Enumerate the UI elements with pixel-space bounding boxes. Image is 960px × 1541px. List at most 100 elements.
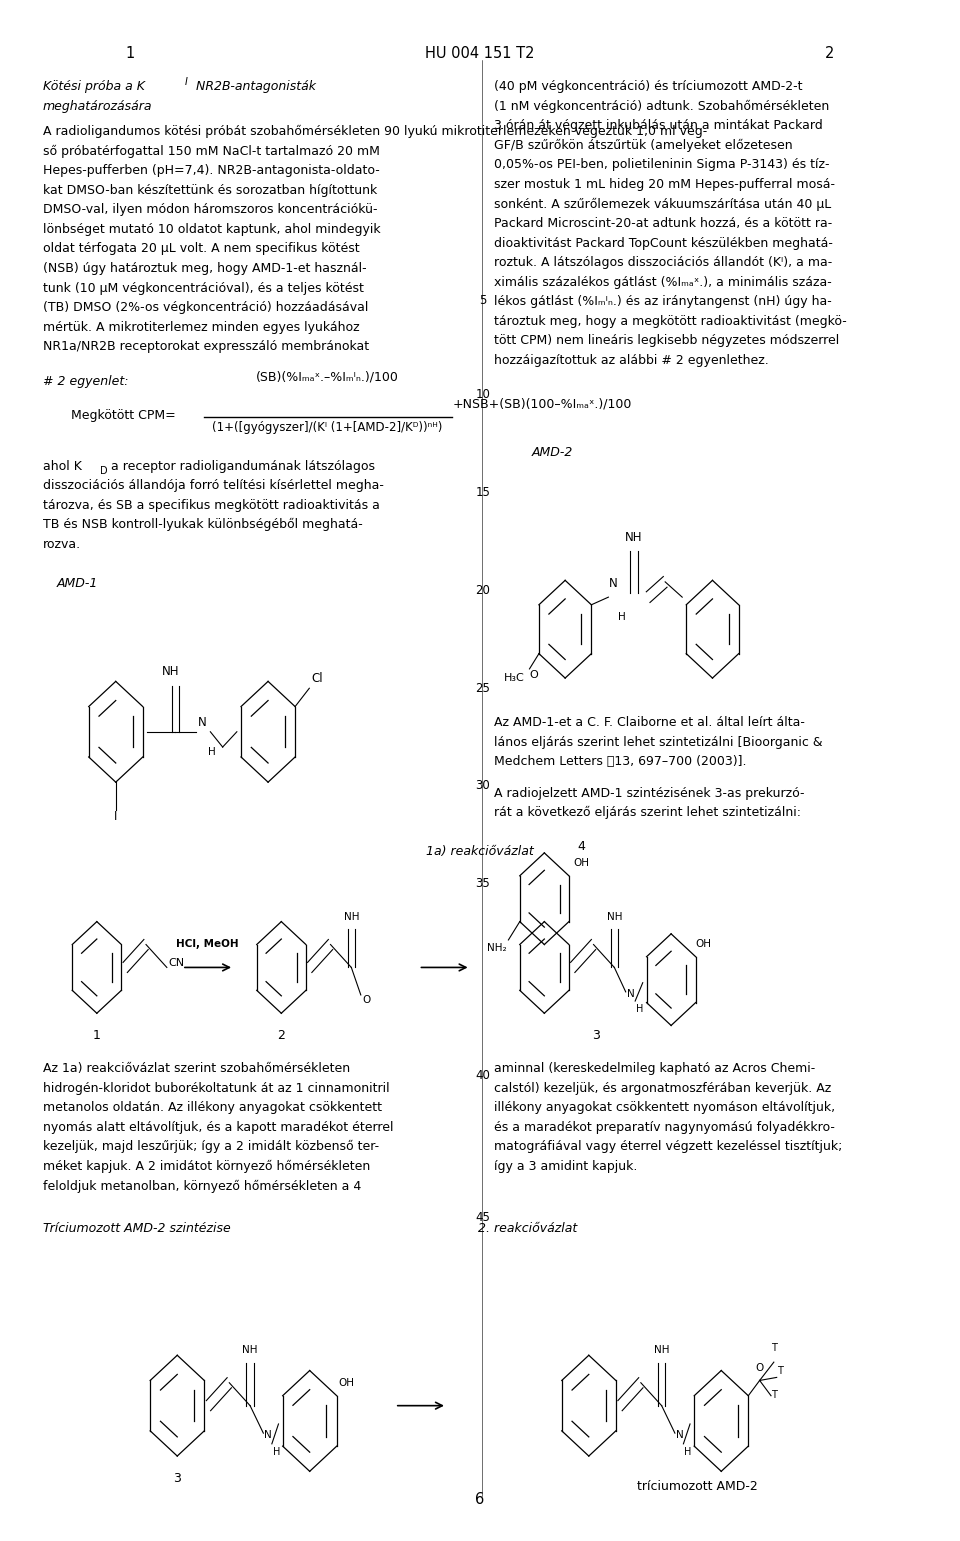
Text: Tríciumozott AMD-2 szintézise: Tríciumozott AMD-2 szintézise bbox=[43, 1222, 230, 1236]
Text: matográfiával vagy éterrel végzett kezeléssel tisztítjuk;: matográfiával vagy éterrel végzett kezel… bbox=[494, 1140, 843, 1153]
Text: lönbséget mutató 10 oldatot kaptunk, ahol mindegyik: lönbséget mutató 10 oldatot kaptunk, aho… bbox=[43, 223, 380, 236]
Text: 3: 3 bbox=[174, 1472, 181, 1484]
Text: HU 004 151 T2: HU 004 151 T2 bbox=[425, 46, 535, 62]
Text: HCl, MeOH: HCl, MeOH bbox=[177, 938, 239, 949]
Text: 3 órán át végzett inkubálás után a mintákat Packard: 3 órán át végzett inkubálás után a mintá… bbox=[494, 119, 823, 133]
Text: T: T bbox=[777, 1367, 782, 1376]
Text: OH: OH bbox=[339, 1378, 354, 1388]
Text: (SB)(%Iₘₐˣ.–%Iₘᴵₙ.)/100: (SB)(%Iₘₐˣ.–%Iₘᴵₙ.)/100 bbox=[256, 370, 399, 384]
Text: NH: NH bbox=[344, 912, 359, 922]
Text: DMSO-val, ilyen módon háromszoros koncentrációkü-: DMSO-val, ilyen módon háromszoros koncen… bbox=[43, 203, 377, 216]
Text: H: H bbox=[636, 1005, 643, 1014]
Text: a receptor radioligandumának látszólagos: a receptor radioligandumának látszólagos bbox=[108, 459, 375, 473]
Text: 25: 25 bbox=[475, 681, 491, 695]
Text: rát a következő eljárás szerint lehet szintetizálni:: rát a következő eljárás szerint lehet sz… bbox=[494, 806, 802, 820]
Text: N: N bbox=[627, 989, 635, 999]
Text: NR2B-antagonisták: NR2B-antagonisták bbox=[192, 80, 317, 94]
Text: T: T bbox=[771, 1390, 777, 1399]
Text: NH: NH bbox=[242, 1345, 258, 1355]
Text: O: O bbox=[530, 670, 539, 681]
Text: dioaktivitást Packard TopCount készülékben meghatá-: dioaktivitást Packard TopCount készülékb… bbox=[494, 237, 833, 250]
Text: és a maradékot preparatív nagynyomású folyadékkro-: és a maradékot preparatív nagynyomású fo… bbox=[494, 1120, 835, 1134]
Text: kat DMSO-ban készítettünk és sorozatban hígítottunk: kat DMSO-ban készítettünk és sorozatban … bbox=[43, 183, 377, 197]
Text: aminnal (kereskedelmileg kapható az Acros Chemi-: aminnal (kereskedelmileg kapható az Acro… bbox=[494, 1062, 815, 1076]
Text: T: T bbox=[771, 1342, 777, 1353]
Text: H: H bbox=[207, 747, 215, 757]
Text: H: H bbox=[273, 1447, 280, 1456]
Text: tároztuk meg, hogy a megkötött radioaktivitást (megkö-: tároztuk meg, hogy a megkötött radioakti… bbox=[494, 314, 847, 328]
Text: illékony anyagokat csökkentett nyomáson eltávolítjuk,: illékony anyagokat csökkentett nyomáson … bbox=[494, 1102, 835, 1114]
Text: szer mostuk 1 mL hideg 20 mM Hepes-pufferral mosá-: szer mostuk 1 mL hideg 20 mM Hepes-puffe… bbox=[494, 177, 835, 191]
Text: oldat térfogata 20 μL volt. A nem specifikus kötést: oldat térfogata 20 μL volt. A nem specif… bbox=[43, 242, 360, 256]
Text: meghatározására: meghatározására bbox=[43, 100, 153, 112]
Text: mértük. A mikrotiterlemez minden egyes lyukához: mértük. A mikrotiterlemez minden egyes l… bbox=[43, 321, 360, 334]
Text: 2. reakciővázlat: 2. reakciővázlat bbox=[478, 1222, 577, 1236]
Text: A radiojelzett AMD-1 szintézisének 3-as prekurzó-: A radiojelzett AMD-1 szintézisének 3-as … bbox=[494, 786, 804, 800]
Text: Megkötött CPM=: Megkötött CPM= bbox=[71, 408, 176, 422]
Text: tározva, és SB a specifikus megkötött radioaktivitás a: tározva, és SB a specifikus megkötött ra… bbox=[43, 499, 380, 512]
Text: (1 nM végkoncentráció) adtunk. Szobahőmérsékleten: (1 nM végkoncentráció) adtunk. Szobahőmé… bbox=[494, 100, 829, 112]
Text: CN: CN bbox=[169, 959, 185, 968]
Text: rozva.: rozva. bbox=[43, 538, 81, 550]
Text: Hepes-pufferben (pH=7,4). NR2B-antagonista-oldato-: Hepes-pufferben (pH=7,4). NR2B-antagonis… bbox=[43, 165, 379, 177]
Text: Medchem Letters 13, 697–700 (2003)].: Medchem Letters 13, 697–700 (2003)]. bbox=[494, 755, 747, 769]
Text: NH₂: NH₂ bbox=[487, 943, 507, 952]
Text: Cl: Cl bbox=[311, 672, 323, 686]
Text: Packard Microscint-20-at adtunk hozzá, és a kötött ra-: Packard Microscint-20-at adtunk hozzá, é… bbox=[494, 217, 832, 230]
Text: tríciumozott AMD-2: tríciumozott AMD-2 bbox=[637, 1479, 758, 1493]
Text: AMD-1: AMD-1 bbox=[57, 576, 99, 590]
Text: tött CPM) nem lineáris legkisebb négyzetes módszerrel: tött CPM) nem lineáris legkisebb négyzet… bbox=[494, 334, 839, 347]
Text: # 2 egyenlet:: # 2 egyenlet: bbox=[43, 376, 129, 388]
Text: H: H bbox=[684, 1447, 692, 1456]
Text: méket kapjuk. A 2 imidátot környező hőmérsékleten: méket kapjuk. A 2 imidátot környező hőmé… bbox=[43, 1160, 371, 1173]
Text: tunk (10 μM végkoncentrációval), és a teljes kötést: tunk (10 μM végkoncentrációval), és a te… bbox=[43, 282, 364, 294]
Text: D: D bbox=[100, 465, 108, 476]
Text: Kötési próba a K: Kötési próba a K bbox=[43, 80, 145, 94]
Text: ximális százalékos gátlást (%Iₘₐˣ.), a minimális száza-: ximális százalékos gátlást (%Iₘₐˣ.), a m… bbox=[494, 276, 832, 288]
Text: ahol K: ahol K bbox=[43, 459, 82, 473]
Text: Az AMD-1-et a C. F. Claiborne et al. által leírt álta-: Az AMD-1-et a C. F. Claiborne et al. ált… bbox=[494, 717, 805, 729]
Text: 0,05%-os PEI-ben, polietileninin Sigma P-3143) és tíz-: 0,05%-os PEI-ben, polietileninin Sigma P… bbox=[494, 159, 829, 171]
Text: 10: 10 bbox=[475, 388, 491, 401]
Text: I: I bbox=[114, 809, 117, 823]
Text: (TB) DMSO (2%-os végkoncentráció) hozzáadásával: (TB) DMSO (2%-os végkoncentráció) hozzáa… bbox=[43, 300, 369, 314]
Text: 15: 15 bbox=[475, 485, 491, 499]
Text: 5: 5 bbox=[479, 294, 487, 307]
Text: N: N bbox=[264, 1430, 272, 1441]
Text: hozzáigazítottuk az alábbi # 2 egyenlethez.: hozzáigazítottuk az alábbi # 2 egyenleth… bbox=[494, 354, 769, 367]
Text: 45: 45 bbox=[475, 1211, 491, 1225]
Text: roztuk. A látszólagos disszociációs állandót (Kᴵ), a ma-: roztuk. A látszólagos disszociációs álla… bbox=[494, 256, 832, 270]
Text: O: O bbox=[363, 995, 371, 1005]
Text: 3: 3 bbox=[592, 1029, 600, 1042]
Text: NH: NH bbox=[607, 912, 622, 922]
Text: N: N bbox=[676, 1430, 684, 1441]
Text: így a 3 amidint kapjuk.: így a 3 amidint kapjuk. bbox=[494, 1160, 637, 1173]
Text: 1: 1 bbox=[126, 46, 134, 62]
Text: 40: 40 bbox=[475, 1069, 491, 1082]
Text: disszociációs állandója forró telítési kísérlettel megha-: disszociációs állandója forró telítési k… bbox=[43, 479, 384, 492]
Text: OH: OH bbox=[574, 858, 589, 868]
Text: 35: 35 bbox=[475, 877, 491, 891]
Text: calstól) kezeljük, és argonatmoszférában keverjük. Az: calstól) kezeljük, és argonatmoszférában… bbox=[494, 1082, 831, 1094]
Text: H: H bbox=[618, 612, 626, 623]
Text: Az 1a) reakciővázlat szerint szobahőmérsékleten: Az 1a) reakciővázlat szerint szobahőmérs… bbox=[43, 1062, 350, 1076]
Text: (40 pM végkoncentráció) és tríciumozott AMD-2-t: (40 pM végkoncentráció) és tríciumozott … bbox=[494, 80, 803, 94]
Text: sonként. A szűrőlemezek vákuumszárítása után 40 μL: sonként. A szűrőlemezek vákuumszárítása … bbox=[494, 197, 831, 211]
Text: 30: 30 bbox=[475, 780, 491, 792]
Text: OH: OH bbox=[696, 938, 711, 949]
Text: feloldjuk metanolban, környező hőmérsékleten a 4: feloldjuk metanolban, környező hőmérsékl… bbox=[43, 1179, 361, 1193]
Text: O: O bbox=[756, 1362, 764, 1373]
Text: H₃C: H₃C bbox=[504, 673, 525, 684]
Text: (1+([gyógyszer]/(Kᴵ (1+[AMD-2]/Kᴰ))ⁿᴴ): (1+([gyógyszer]/(Kᴵ (1+[AMD-2]/Kᴰ))ⁿᴴ) bbox=[212, 421, 443, 435]
Text: GF/B szűrőkön átszűrtük (amelyeket előzetesen: GF/B szűrőkön átszűrtük (amelyeket előze… bbox=[494, 139, 793, 153]
Text: lékos gátlást (%Iₘᴵₙ.) és az iránytangenst (nH) úgy ha-: lékos gátlást (%Iₘᴵₙ.) és az iránytangen… bbox=[494, 296, 832, 308]
Text: N: N bbox=[610, 576, 618, 590]
Text: N: N bbox=[198, 715, 206, 729]
Text: 1: 1 bbox=[93, 1029, 101, 1042]
Text: A radioligandumos kötési próbát szobahőmérsékleten 90 lyukú mikrotiterlemezeken : A radioligandumos kötési próbát szobahőm… bbox=[43, 125, 708, 139]
Text: kezeljük, majd leszűrjük; így a 2 imidált közbenső ter-: kezeljük, majd leszűrjük; így a 2 imidál… bbox=[43, 1140, 379, 1154]
Text: 6: 6 bbox=[475, 1492, 485, 1507]
Text: lános eljárás szerint lehet szintetizálni [Bioorganic &: lános eljárás szerint lehet szintetizáln… bbox=[494, 735, 823, 749]
Text: hidrogén-kloridot buborékoltatunk át az 1 cinnamonitril: hidrogén-kloridot buborékoltatunk át az … bbox=[43, 1082, 390, 1094]
Text: NH: NH bbox=[162, 666, 180, 678]
